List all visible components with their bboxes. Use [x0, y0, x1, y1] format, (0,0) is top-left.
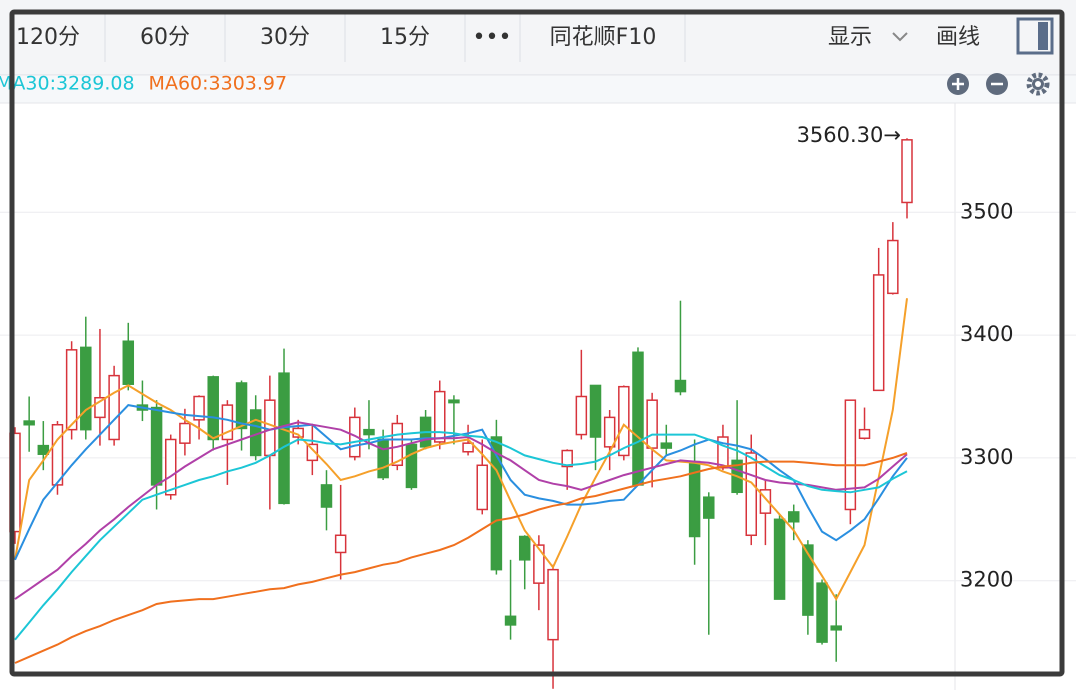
candle-down — [278, 372, 290, 505]
candle-up — [547, 568, 559, 641]
tab[interactable]: 120分 — [16, 25, 80, 50]
display-menu[interactable]: 显示 — [828, 25, 872, 50]
candle-down — [589, 384, 602, 438]
candle-down — [490, 436, 503, 571]
moving-average — [14, 404, 908, 561]
candle-up — [717, 436, 729, 469]
settings[interactable] — [1026, 72, 1050, 96]
candle-down — [377, 438, 389, 479]
candle-down — [660, 442, 673, 449]
candle-down — [37, 444, 50, 455]
moving-average — [14, 452, 908, 664]
candle-down — [504, 615, 517, 626]
tab[interactable]: 60分 — [140, 25, 190, 50]
candle-up — [887, 239, 899, 295]
candle-up — [618, 385, 630, 457]
candle-up — [179, 422, 191, 444]
zoom-in[interactable] — [947, 73, 969, 95]
layout-toggle[interactable] — [1016, 17, 1054, 55]
candle-down — [674, 379, 687, 393]
tabs: 120分 60分 30分 15分 ••• 同花顺F10 — [16, 25, 656, 50]
grid — [0, 211, 1076, 582]
y-tick-label: 3400 — [960, 322, 1013, 346]
candle-up — [872, 274, 885, 392]
candle-up — [646, 399, 658, 449]
moving-average — [14, 431, 908, 641]
tab[interactable]: ••• — [473, 25, 512, 50]
plot — [9, 138, 913, 689]
candle-down — [816, 582, 828, 643]
candle-up — [858, 428, 871, 440]
candle-down — [80, 346, 92, 431]
candle-down — [405, 443, 418, 489]
candle-up — [51, 423, 64, 486]
candle-up — [221, 404, 234, 441]
chevron — [892, 32, 908, 42]
draw-button[interactable]: 画线 — [936, 25, 980, 50]
candle-down — [802, 544, 814, 616]
candle-up — [476, 464, 488, 511]
highlight-frame — [9, 9, 1065, 677]
legend: MA30:3289.08 MA60:3303.97 — [0, 73, 287, 95]
legend-bar — [0, 76, 1076, 103]
y-tick-label: 3500 — [960, 199, 1013, 223]
candle-down — [320, 484, 333, 508]
candle-up — [901, 139, 913, 204]
moving-average — [14, 298, 908, 602]
candle-down — [632, 351, 644, 486]
candle-up — [391, 422, 404, 467]
candle-down — [773, 518, 786, 600]
y-tick-label: 3300 — [960, 445, 1013, 469]
candle-up — [434, 390, 446, 443]
candle-up — [603, 416, 616, 448]
y-axis: 3200 3300 3400 3500 — [960, 199, 1013, 591]
candle-down — [235, 382, 248, 430]
candle-up — [575, 395, 588, 436]
candle-down — [703, 496, 715, 519]
candle-down — [207, 376, 219, 441]
candle-up — [462, 442, 474, 453]
zoom-out[interactable] — [986, 73, 1008, 95]
tab[interactable]: 15分 — [380, 25, 430, 50]
moving-average — [14, 421, 908, 600]
max-annotation: 3560.30→ — [797, 123, 901, 147]
candle-down — [448, 399, 460, 404]
legend-entry: MA60:3303.97 — [149, 73, 288, 95]
candle-down — [518, 535, 531, 561]
candle-up — [533, 544, 545, 584]
candle-up — [349, 416, 361, 458]
candle-up — [65, 349, 78, 431]
candle-up — [561, 449, 573, 468]
candle-down — [787, 511, 800, 523]
y-tick-label: 3200 — [960, 568, 1013, 592]
legend-entry: MA30:3289.08 — [0, 73, 135, 95]
candle-up — [164, 438, 177, 496]
candle-up — [193, 395, 205, 421]
candle-up — [759, 489, 772, 514]
candle-down — [122, 340, 135, 385]
candle-up — [745, 452, 758, 537]
candle-up — [94, 396, 106, 419]
candle-up — [334, 534, 347, 554]
candle-down — [23, 420, 35, 426]
tab[interactable]: 同花顺F10 — [550, 25, 657, 50]
candle-up — [108, 374, 120, 441]
candle-down — [363, 428, 375, 436]
candle-up — [306, 443, 319, 462]
tab-dividers — [104, 14, 686, 62]
candle-down — [150, 406, 163, 486]
candle-down — [830, 625, 842, 631]
candle-up — [844, 399, 857, 511]
tab[interactable]: 30分 — [260, 25, 310, 50]
